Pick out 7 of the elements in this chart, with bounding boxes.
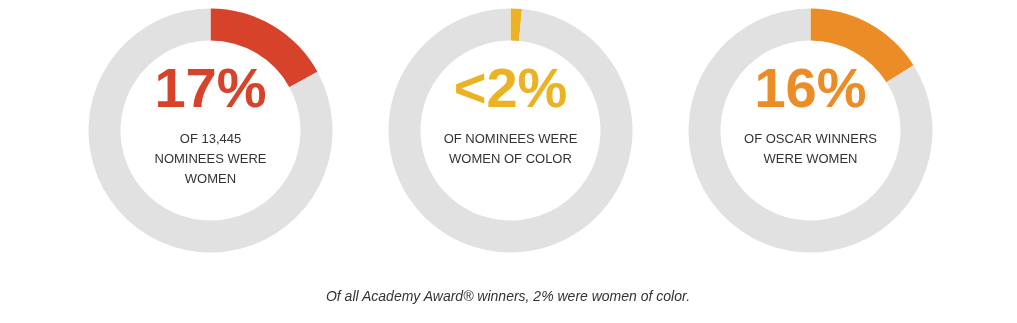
text: OF 13,445 NOMINEES WERE WOMEN — [154, 130, 267, 186]
text: Of all Academy Award® winners, 2% were women of color. — [325, 287, 691, 304]
text: OF OSCAR WINNERS WERE WOMEN — [744, 130, 878, 166]
data-label: 17% — [154, 55, 267, 119]
data-label: 16% — [754, 55, 867, 119]
text: OF NOMINEES WERE WOMEN OF COLOR — [443, 130, 578, 166]
data-label: <2% — [453, 55, 568, 119]
